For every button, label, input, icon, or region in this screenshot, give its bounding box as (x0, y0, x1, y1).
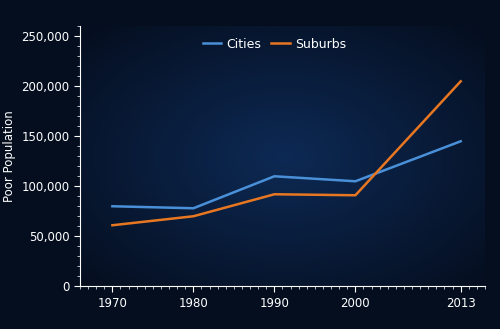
Line: Cities: Cities (112, 141, 461, 208)
Suburbs (190, 214, 196, 218)
Suburbs (352, 193, 358, 197)
Cities (110, 204, 116, 208)
Suburbs (458, 79, 464, 83)
Line: Suburbs: Suburbs (112, 81, 461, 225)
Legend: Cities, Suburbs: Cities, Suburbs (198, 33, 351, 56)
Cities (272, 174, 278, 178)
Y-axis label: Poor Population: Poor Population (3, 111, 16, 202)
Cities (352, 179, 358, 183)
Cities (190, 206, 196, 210)
Suburbs (272, 192, 278, 196)
Suburbs (110, 223, 116, 227)
Cities (458, 139, 464, 143)
